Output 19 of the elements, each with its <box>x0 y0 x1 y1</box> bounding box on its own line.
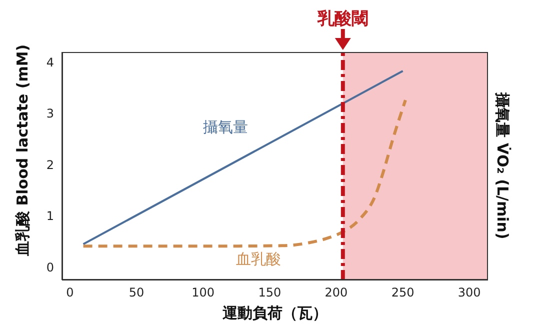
y-tick-label: 2 <box>46 158 54 172</box>
y-tick-label: 0 <box>46 260 54 274</box>
series-label: 血乳酸 <box>236 250 281 269</box>
y2-axis-title: 攝氧量 V̇O₂ (L/min) <box>492 92 512 240</box>
x-tick-label: 250 <box>391 286 414 300</box>
y-tick-label: 4 <box>46 56 54 70</box>
ref-line-label: 乳酸閾 <box>316 9 368 29</box>
y-axis-title: 血乳酸 Blood lactate (mM) <box>13 44 32 257</box>
x-tick-label: 150 <box>258 286 282 300</box>
x-tick-label: 200 <box>324 286 348 300</box>
y-tick-label: 1 <box>46 209 54 224</box>
line-series <box>82 98 407 248</box>
y-tick-label: 3 <box>46 106 54 121</box>
x-axis-title: 運動負荷（瓦） <box>222 304 328 322</box>
x-tick-label: 300 <box>458 286 481 300</box>
series-label: 攝氧量 <box>203 118 248 137</box>
x-tick-label: 0 <box>66 286 74 300</box>
x-tick-label: 50 <box>128 286 144 300</box>
x-tick-label: 100 <box>192 286 215 300</box>
